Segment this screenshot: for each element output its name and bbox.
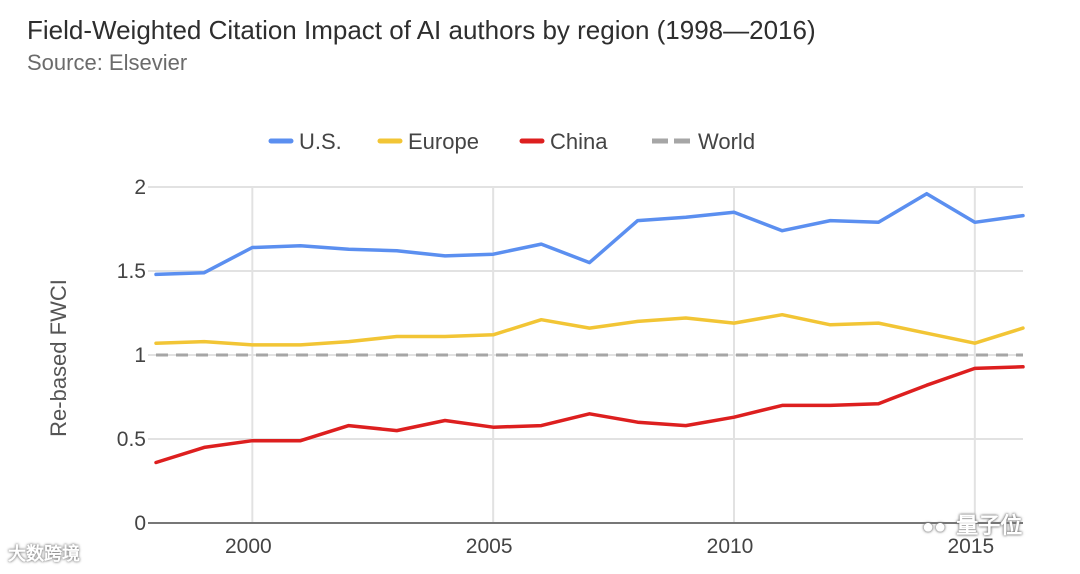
y-tick-label: 0.5	[117, 428, 146, 451]
series-line-europe	[154, 312, 1025, 347]
series-line-us	[154, 191, 1025, 277]
legend-label-us: U.S.	[299, 129, 342, 154]
watermark-left: 大数跨境	[8, 540, 80, 566]
x-tick-label: 2005	[466, 535, 513, 558]
x-tick-label: 2010	[707, 535, 754, 558]
y-tick-label: 2	[134, 176, 146, 199]
legend-label-europe: Europe	[408, 129, 479, 154]
legend-label-china: China	[550, 129, 608, 154]
watermark-right: ●● 量子位	[922, 508, 1022, 540]
chart-title: Field-Weighted Citation Impact of AI aut…	[27, 15, 816, 45]
y-tick-label: 1	[134, 344, 146, 367]
watermark-left-text: 大数跨境	[8, 544, 80, 564]
legend-label-world: World	[698, 129, 755, 154]
y-axis-label: Re-based FWCI	[46, 279, 71, 437]
watermark-right-text: 量子位	[956, 513, 1023, 538]
y-tick-label: 0	[134, 512, 146, 535]
chart-subtitle: Source: Elsevier	[27, 50, 188, 75]
wechat-icon: ●●	[922, 516, 947, 538]
x-tick-label: 2015	[947, 535, 994, 558]
series-line-china	[154, 365, 1025, 465]
y-tick-label: 1.5	[117, 260, 146, 283]
x-tick-label: 2000	[225, 535, 272, 558]
